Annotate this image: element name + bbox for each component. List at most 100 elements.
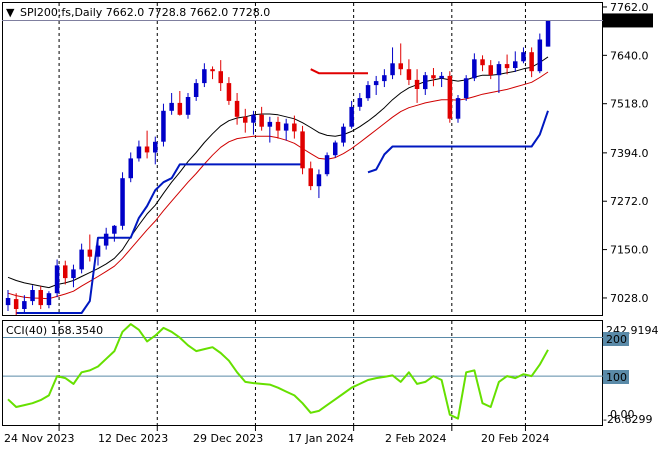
candle-down: [488, 65, 493, 76]
candle-down: [226, 83, 232, 101]
candle-down: [243, 116, 248, 123]
cci-label: CCI(40) 168.3540: [6, 324, 103, 337]
candle-up: [472, 59, 477, 79]
candle-up: [193, 83, 199, 97]
candle-down: [529, 52, 534, 72]
candle-up: [365, 85, 371, 99]
date-axis: 24 Nov 2023 12 Dec 2023 29 Dec 2023 17 Jan …: [4, 426, 549, 445]
candle-up: [439, 75, 444, 79]
date-tick-label: 17 Jan 2024: [288, 432, 354, 445]
cci-axis: 242.9194 200 100 0.00 -26.6299: [603, 324, 659, 426]
candle-up: [463, 78, 469, 99]
date-tick-label: 20 Feb 2024: [481, 432, 549, 445]
candle-up: [30, 290, 35, 302]
candle-up: [71, 269, 76, 279]
cci-level-200-tag: [603, 332, 629, 346]
candle-up: [54, 265, 60, 294]
price-axis: 7762.0 7640.0 7518.0 7394.0 7272.0 7150.0 7028…: [603, 1, 649, 305]
cci-pane-frame: [2, 320, 603, 426]
candle-down: [177, 102, 183, 115]
grid-layer: [58, 3, 526, 425]
candle-up: [22, 301, 27, 309]
candle-down: [63, 265, 68, 279]
candle-up: [455, 98, 461, 119]
price-tick-label: 7272.0: [610, 195, 649, 208]
price-tick-label: 7640.0: [610, 49, 649, 62]
candle-up: [5, 298, 11, 306]
date-tick-label: 12 Dec 2023: [98, 432, 168, 445]
candle-down: [414, 79, 420, 89]
cci-axis-100: 100: [606, 371, 627, 384]
candles: [5, 20, 551, 315]
date-tick-label: 2 Feb 2024: [385, 432, 446, 445]
current-price-tag: 7728.0: [603, 13, 653, 27]
candle-up: [283, 123, 289, 131]
date-tick-label: 24 Nov 2023: [4, 432, 74, 445]
signal-ma-line: [7, 56, 549, 289]
candle-up: [79, 249, 84, 270]
candle-down: [144, 146, 150, 153]
cci-series: [7, 323, 549, 420]
candle-up: [357, 98, 363, 107]
candle-up: [185, 97, 191, 115]
candle-down: [300, 131, 305, 169]
candle-up: [349, 106, 354, 127]
candle-up: [120, 178, 125, 226]
candle-down: [398, 63, 403, 70]
candle-up: [128, 158, 133, 179]
stop-line-late: [367, 110, 549, 174]
candle-up: [545, 20, 551, 47]
price-tick-label: 7150.0: [610, 244, 649, 257]
date-tick-label: 29 Dec 2023: [193, 432, 263, 445]
candle-down: [406, 69, 412, 80]
price-tick-label: 7028.0: [610, 292, 649, 305]
stop-line-upper: [310, 68, 368, 75]
current-price-label: 7728.0: [608, 14, 647, 27]
candle-up: [136, 146, 142, 159]
candle-up: [267, 121, 273, 127]
candle-down: [431, 75, 436, 79]
stop-line: [16, 163, 303, 314]
price-tick-label: 7394.0: [610, 147, 649, 160]
price-pane-frame: [2, 2, 603, 316]
candle-down: [38, 290, 43, 306]
cci-line: [7, 323, 549, 420]
candle-up: [423, 75, 428, 90]
candle-down: [480, 59, 485, 66]
dropdown-arrow-icon[interactable]: ▼: [6, 6, 15, 19]
candle-up: [202, 69, 207, 84]
candle-down: [308, 168, 313, 187]
candle-up: [251, 114, 256, 123]
candle-down: [275, 121, 281, 131]
candle-down: [218, 71, 223, 84]
candle-up: [382, 75, 387, 82]
candle-up: [513, 61, 518, 68]
candle-up: [161, 110, 166, 142]
price-tick-label: 7518.0: [610, 98, 649, 111]
price-tick-label: 7762.0: [610, 1, 649, 14]
candle-up: [390, 63, 395, 76]
candle-down: [259, 114, 264, 127]
candle-up: [496, 64, 502, 76]
candle-down: [87, 249, 93, 257]
candle-down: [234, 100, 240, 117]
candle-down: [504, 64, 510, 69]
symbol-header: SPI200.fs,Daily 7662.0 7728.8 7662.0 772…: [20, 6, 270, 19]
candle-up: [46, 293, 52, 306]
candle-up: [316, 174, 322, 187]
candle-down: [292, 123, 297, 132]
candle-down: [447, 75, 453, 119]
candle-up: [324, 155, 330, 175]
cci-axis-200: 200: [606, 333, 627, 346]
cci-axis-min: -26.6299: [603, 413, 652, 426]
candle-up: [341, 126, 346, 143]
candle-up: [373, 81, 379, 86]
candle-up: [153, 141, 158, 153]
candle-up: [333, 142, 338, 156]
candle-up: [112, 225, 117, 234]
cci-level-100-tag: [603, 370, 629, 384]
candle-down: [210, 69, 215, 72]
candle-down: [13, 299, 19, 309]
